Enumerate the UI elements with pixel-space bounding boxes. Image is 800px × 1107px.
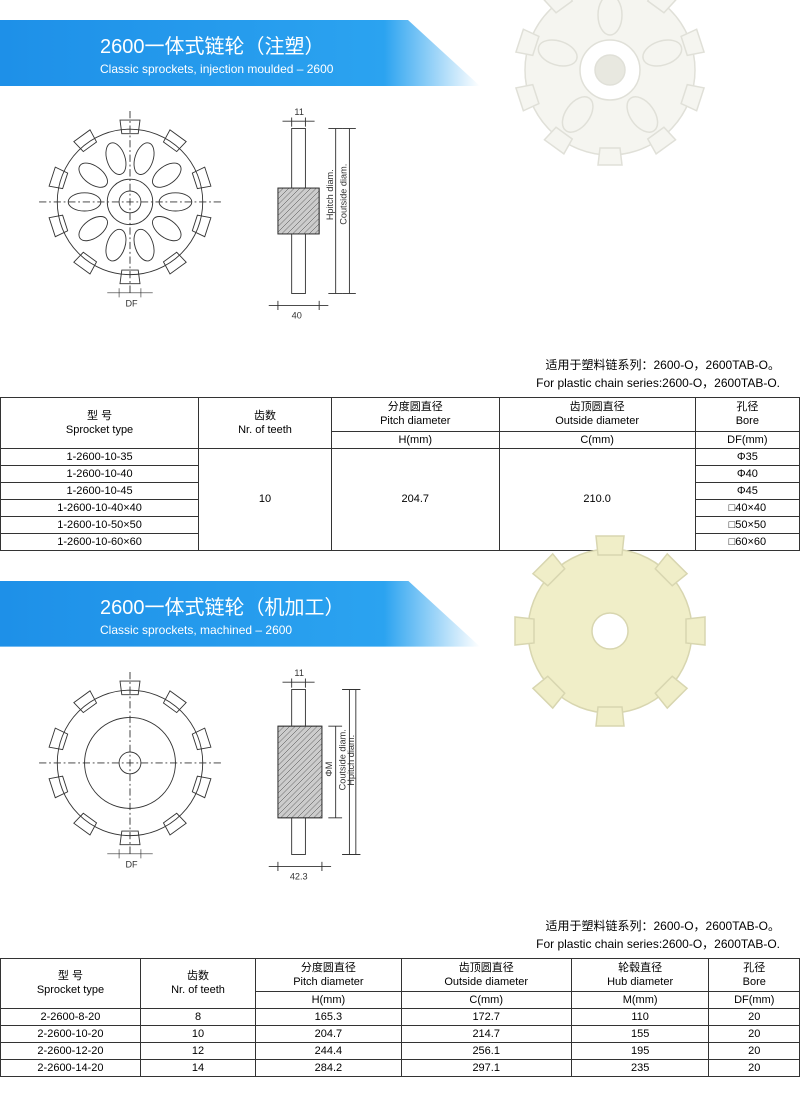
cell-pitch: 204.7	[256, 1026, 402, 1043]
cell-pitch: 244.4	[256, 1043, 402, 1060]
th-type-1: 型 号Sprocket type	[1, 398, 199, 449]
cell-outside: 214.7	[401, 1026, 571, 1043]
cell-bore: Φ40	[695, 465, 799, 482]
cell-type: 1-2600-10-45	[1, 482, 199, 499]
note-2: 适用于塑料链系列：2600-O，2600TAB-O。 For plastic c…	[0, 917, 800, 953]
cell-bore: □50×50	[695, 516, 799, 533]
front-diagram-2: DF	[30, 672, 230, 872]
th-outside-1: 齿顶圆直径Outside diameter	[499, 398, 695, 432]
cell-teeth: 10	[199, 448, 332, 550]
cell-bore: 20	[709, 1026, 800, 1043]
cell-bore: □40×40	[695, 499, 799, 516]
dim-top-1: 11	[294, 107, 304, 117]
cell-bore: 20	[709, 1060, 800, 1077]
th-h-2: H(mm)	[256, 992, 402, 1009]
cell-hub: 155	[571, 1026, 709, 1043]
note-en-2: For plastic chain series:2600-O，2600TAB-…	[0, 935, 780, 953]
th-teeth-2: 齿数Nr. of teeth	[140, 958, 255, 1009]
th-df-1: DF(mm)	[695, 431, 799, 448]
th-bore-1: 孔径Bore	[695, 398, 799, 432]
table-2: 型 号Sprocket type 齿数Nr. of teeth 分度圆直径Pit…	[0, 958, 800, 1078]
note-en-1: For plastic chain series:2600-O，2600TAB-…	[0, 374, 780, 392]
cell-type: 2-2600-8-20	[1, 1009, 141, 1026]
th-teeth-1: 齿数Nr. of teeth	[199, 398, 332, 449]
banner-1: 2600一体式链轮（注塑） Classic sprockets, injecti…	[0, 20, 480, 86]
cell-bore: Φ35	[695, 448, 799, 465]
side-diagram-2: 11 42.3 ΦM Coutside diam. Hpitch diam.	[250, 662, 370, 882]
cell-hub: 110	[571, 1009, 709, 1026]
th-df-2: DF(mm)	[709, 992, 800, 1009]
cell-type: 2-2600-12-20	[1, 1043, 141, 1060]
diagram-row-1: DF 11 40 Hpitch	[0, 86, 800, 336]
th-outside-2: 齿顶圆直径Outside diameter	[401, 958, 571, 992]
diagram-row-2: DF 11 42.3 ΦM	[0, 647, 800, 897]
cell-hub: 195	[571, 1043, 709, 1060]
th-type-2: 型 号Sprocket type	[1, 958, 141, 1009]
cell-bore: 20	[709, 1009, 800, 1026]
table-row: 1-2600-10-3510204.7210.0Φ35	[1, 448, 800, 465]
cell-bore: 20	[709, 1043, 800, 1060]
cell-type: 1-2600-10-40×40	[1, 499, 199, 516]
dim-df-1: DF	[125, 298, 138, 308]
dim-df-2: DF	[125, 859, 138, 869]
table-row: 2-2600-8-208165.3172.711020	[1, 1009, 800, 1026]
section-injection: 2600一体式链轮（注塑） Classic sprockets, injecti…	[0, 20, 800, 551]
section-machined: 2600一体式链轮（机加工） Classic sprockets, machin…	[0, 581, 800, 1078]
dim-bot-1: 40	[292, 310, 302, 320]
cell-outside: 297.1	[401, 1060, 571, 1077]
th-bore-2: 孔径Bore	[709, 958, 800, 992]
svg-text:Coutside diam.: Coutside diam.	[339, 164, 349, 225]
title-en-1: Classic sprockets, injection moulded – 2…	[100, 62, 480, 76]
th-c-1: C(mm)	[499, 431, 695, 448]
note-cn-2: 适用于塑料链系列：2600-O，2600TAB-O。	[0, 917, 780, 935]
cell-hub: 235	[571, 1060, 709, 1077]
cell-outside: 172.7	[401, 1009, 571, 1026]
cell-outside: 256.1	[401, 1043, 571, 1060]
cell-pitch: 284.2	[256, 1060, 402, 1077]
svg-text:Hpitch diam.: Hpitch diam.	[325, 169, 335, 220]
th-hub-2: 轮毂直径Hub diameter	[571, 958, 709, 992]
cell-type: 1-2600-10-60×60	[1, 533, 199, 550]
banner-2: 2600一体式链轮（机加工） Classic sprockets, machin…	[0, 581, 480, 647]
cell-teeth: 8	[140, 1009, 255, 1026]
th-m-2: M(mm)	[571, 992, 709, 1009]
title-cn-2: 2600一体式链轮（机加工）	[100, 591, 480, 620]
cell-teeth: 14	[140, 1060, 255, 1077]
note-cn-1: 适用于塑料链系列：2600-O，2600TAB-O。	[0, 356, 780, 374]
table-row: 2-2600-14-2014284.2297.123520	[1, 1060, 800, 1077]
note-1: 适用于塑料链系列：2600-O，2600TAB-O。 For plastic c…	[0, 356, 800, 392]
table-row: 2-2600-12-2012244.4256.119520	[1, 1043, 800, 1060]
dim-top-2: 11	[294, 667, 304, 677]
front-diagram-1: DF	[30, 111, 230, 311]
cell-bore: Φ45	[695, 482, 799, 499]
cell-teeth: 10	[140, 1026, 255, 1043]
th-h-1: H(mm)	[331, 431, 499, 448]
side-diagram-1: 11 40 Hpitch diam. Coutside diam.	[250, 101, 370, 321]
cell-type: 2-2600-10-20	[1, 1026, 141, 1043]
th-c-2: C(mm)	[401, 992, 571, 1009]
svg-text:ΦM: ΦM	[324, 761, 334, 776]
th-pitch-2: 分度圆直径Pitch diameter	[256, 958, 402, 992]
cell-pitch: 204.7	[331, 448, 499, 550]
title-en-2: Classic sprockets, machined – 2600	[100, 623, 480, 637]
dim-bot-2: 42.3	[290, 871, 308, 881]
table-row: 2-2600-10-2010204.7214.715520	[1, 1026, 800, 1043]
th-pitch-1: 分度圆直径Pitch diameter	[331, 398, 499, 432]
cell-bore: □60×60	[695, 533, 799, 550]
title-cn-1: 2600一体式链轮（注塑）	[100, 30, 480, 59]
cell-type: 1-2600-10-35	[1, 448, 199, 465]
cell-pitch: 165.3	[256, 1009, 402, 1026]
cell-type: 1-2600-10-50×50	[1, 516, 199, 533]
table-1: 型 号Sprocket type 齿数Nr. of teeth 分度圆直径Pit…	[0, 397, 800, 551]
svg-text:Hpitch diam.: Hpitch diam.	[346, 734, 356, 785]
cell-type: 1-2600-10-40	[1, 465, 199, 482]
cell-teeth: 12	[140, 1043, 255, 1060]
cell-type: 2-2600-14-20	[1, 1060, 141, 1077]
